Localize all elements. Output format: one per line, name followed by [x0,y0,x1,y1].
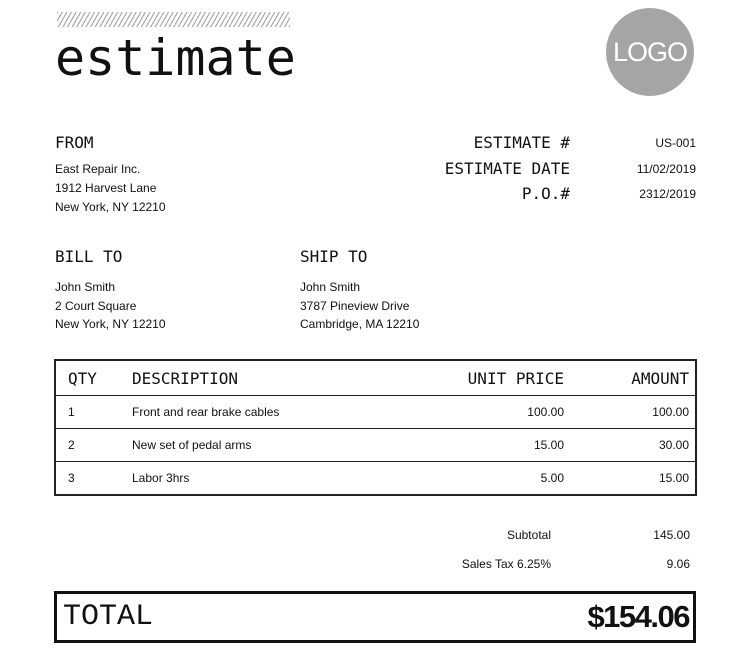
subtotal-label: Subtotal [506,528,551,542]
description-cell: Front and rear brake cables [132,395,414,429]
header-qty: QTY [68,368,97,388]
amount-cell: 15.00 [564,461,696,495]
amount-cell: 100.00 [564,395,696,429]
sales-tax-value: 9.06 [666,557,690,571]
document-title: estimate [55,29,296,87]
qty-cell: 3 [55,461,132,495]
decorative-hatch [57,12,290,27]
unit-price-cell: 5.00 [414,461,564,495]
estimate-number-label: ESTIMATE # [473,133,570,152]
qty-cell: 2 [55,428,132,462]
bill-to-line: New York, NY 12210 [55,317,166,331]
estimate-date-value: 11/02/2019 [636,162,696,176]
bill-to-line: 2 Court Square [55,299,137,313]
from-line: East Repair Inc. [55,162,141,176]
subtotal-value: 145.00 [653,528,690,542]
ship-to-label: SHIP TO [300,247,368,266]
po-label: P.O.# [521,184,570,203]
from-line: New York, NY 12210 [55,200,166,214]
estimate-date-label: ESTIMATE DATE [444,159,570,178]
estimate-number-value: US-001 [655,136,696,150]
ship-to-line: 3787 Pineview Drive [300,299,410,313]
ship-to-line: John Smith [300,280,361,294]
header-amount: AMOUNT [631,368,689,388]
total-box: TOTAL $154.06 [54,591,696,643]
line-items-table: QTY DESCRIPTION UNIT PRICE AMOUNT 1 Fron… [54,359,697,496]
ship-to-line: Cambridge, MA 12210 [300,317,420,331]
bill-to-label: BILL TO [55,247,123,266]
table-header-row: QTY DESCRIPTION UNIT PRICE AMOUNT [55,360,696,396]
header-unit-price: UNIT PRICE [467,368,564,388]
logo: LOGO [606,8,694,96]
bill-to-line: John Smith [55,280,116,294]
unit-price-cell: 15.00 [414,428,564,462]
header-description: DESCRIPTION [132,368,238,388]
table-row: 2 New set of pedal arms 15.00 30.00 [55,428,696,462]
po-value: 2312/2019 [639,187,696,201]
total-label: TOTAL [63,600,154,634]
amount-cell: 30.00 [564,428,696,462]
from-line: 1912 Harvest Lane [55,181,157,195]
table-row: 3 Labor 3hrs 5.00 15.00 [55,461,696,495]
description-cell: New set of pedal arms [132,428,414,462]
from-label: FROM [55,133,94,152]
sales-tax-label: Sales Tax 6.25% [461,557,551,571]
qty-cell: 1 [55,395,132,429]
table-row: 1 Front and rear brake cables 100.00 100… [55,395,696,429]
description-cell: Labor 3hrs [132,461,414,495]
unit-price-cell: 100.00 [414,395,564,429]
total-value: $154.06 [587,599,690,634]
